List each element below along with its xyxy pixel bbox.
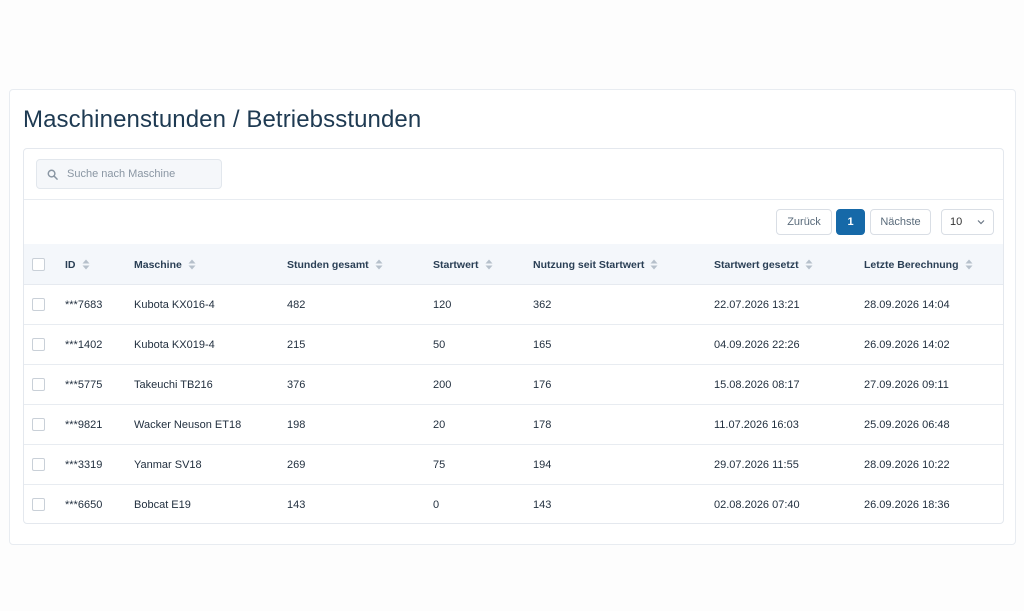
- column-header-label: Maschine: [134, 258, 182, 271]
- cell-hours-total: 482: [287, 299, 306, 311]
- page-size-value: 10: [950, 216, 963, 228]
- cell-last-calc: 26.09.2026 18:36: [864, 499, 950, 511]
- column-header-label: Startwert: [433, 258, 479, 271]
- cell-last-calc: 28.09.2026 10:22: [864, 459, 950, 471]
- cell-start-value: 20: [433, 419, 446, 431]
- column-header-machine[interactable]: Maschine: [134, 244, 196, 285]
- table-header: ID Maschine Stunden gesamt Startwert Nut…: [24, 244, 1003, 285]
- cell-machine: Takeuchi TB216: [134, 379, 213, 391]
- sort-icon: [805, 259, 813, 270]
- cell-hours-total: 143: [287, 499, 306, 511]
- row-checkbox[interactable]: [32, 378, 45, 391]
- sort-icon: [375, 259, 383, 270]
- cell-hours-total: 198: [287, 419, 306, 431]
- column-header-label: Stunden gesamt: [287, 258, 369, 271]
- column-header-label: ID: [65, 258, 76, 271]
- cell-last-calc: 26.09.2026 14:02: [864, 339, 950, 351]
- cell-start-set: 29.07.2026 11:55: [714, 459, 799, 471]
- select-all-checkbox[interactable]: [32, 258, 45, 271]
- sort-icon: [485, 259, 493, 270]
- sort-icon: [965, 259, 973, 270]
- page-1-button[interactable]: 1: [836, 209, 865, 235]
- row-checkbox[interactable]: [32, 298, 45, 311]
- page-card: Maschinenstunden / Betriebsstunden Zurüc…: [9, 89, 1016, 545]
- cell-last-calc: 28.09.2026 14:04: [864, 299, 950, 311]
- cell-hours-total: 269: [287, 459, 306, 471]
- cell-start-set: 11.07.2026 16:03: [714, 419, 799, 431]
- cell-start-set: 22.07.2026 13:21: [714, 299, 800, 311]
- table-card: Zurück 1 Nächste 10 ID Maschine Stunden …: [23, 148, 1004, 524]
- cell-last-calc: 25.09.2026 06:48: [864, 419, 950, 431]
- cell-hours-total: 376: [287, 379, 306, 391]
- cell-id: ***1402: [65, 339, 103, 351]
- sort-icon: [188, 259, 196, 270]
- page-size-select[interactable]: 10: [941, 209, 994, 235]
- column-header-hours-total[interactable]: Stunden gesamt: [287, 244, 383, 285]
- table-row[interactable]: ***6650 Bobcat E19 143 0 143 02.08.2026 …: [24, 485, 1003, 525]
- sort-icon: [650, 259, 658, 270]
- cell-id: ***3319: [65, 459, 103, 471]
- search-input[interactable]: [67, 168, 217, 180]
- cell-start-set: 04.09.2026 22:26: [714, 339, 800, 351]
- cell-start-value: 0: [433, 499, 440, 511]
- cell-usage: 362: [533, 299, 552, 311]
- column-header-id[interactable]: ID: [65, 244, 90, 285]
- cell-usage: 176: [533, 379, 552, 391]
- chevron-down-icon: [977, 216, 985, 228]
- column-header-usage[interactable]: Nutzung seit Startwert: [533, 244, 658, 285]
- search-box[interactable]: [36, 159, 222, 189]
- cell-id: ***5775: [65, 379, 103, 391]
- row-checkbox[interactable]: [32, 338, 45, 351]
- column-header-label: Nutzung seit Startwert: [533, 258, 645, 271]
- cell-usage: 178: [533, 419, 552, 431]
- toolbar-divider: [24, 199, 1003, 200]
- cell-start-set: 15.08.2026 08:17: [714, 379, 800, 391]
- next-page-button[interactable]: Nächste: [870, 209, 931, 235]
- table-row[interactable]: ***3319 Yanmar SV18 269 75 194 29.07.202…: [24, 445, 1003, 485]
- cell-id: ***9821: [65, 419, 103, 431]
- prev-page-button[interactable]: Zurück: [776, 209, 832, 235]
- cell-start-value: 120: [433, 299, 452, 311]
- cell-hours-total: 215: [287, 339, 306, 351]
- column-header-label: Startwert gesetzt: [714, 258, 799, 271]
- column-header-label: Letzte Berechnung: [864, 258, 959, 271]
- search-icon: [37, 169, 67, 180]
- cell-start-value: 50: [433, 339, 446, 351]
- cell-usage: 143: [533, 499, 552, 511]
- cell-usage: 194: [533, 459, 552, 471]
- cell-start-value: 200: [433, 379, 452, 391]
- table-row[interactable]: ***9821 Wacker Neuson ET18 198 20 178 11…: [24, 405, 1003, 445]
- cell-last-calc: 27.09.2026 09:11: [864, 379, 949, 391]
- page-title: Maschinenstunden / Betriebsstunden: [23, 106, 422, 133]
- column-header-start-set[interactable]: Startwert gesetzt: [714, 244, 813, 285]
- table-row[interactable]: ***1402 Kubota KX019-4 215 50 165 04.09.…: [24, 325, 1003, 365]
- row-checkbox[interactable]: [32, 498, 45, 511]
- cell-start-value: 75: [433, 459, 446, 471]
- cell-id: ***7683: [65, 299, 103, 311]
- column-header-start-value[interactable]: Startwert: [433, 244, 493, 285]
- cell-machine: Kubota KX016-4: [134, 299, 215, 311]
- column-header-last-calc[interactable]: Letzte Berechnung: [864, 244, 973, 285]
- cell-usage: 165: [533, 339, 552, 351]
- cell-machine: Bobcat E19: [134, 499, 191, 511]
- cell-start-set: 02.08.2026 07:40: [714, 499, 800, 511]
- cell-machine: Yanmar SV18: [134, 459, 202, 471]
- table-row[interactable]: ***7683 Kubota KX016-4 482 120 362 22.07…: [24, 285, 1003, 325]
- cell-id: ***6650: [65, 499, 103, 511]
- cell-machine: Kubota KX019-4: [134, 339, 215, 351]
- cell-machine: Wacker Neuson ET18: [134, 419, 242, 431]
- sort-icon: [82, 259, 90, 270]
- table-row[interactable]: ***5775 Takeuchi TB216 376 200 176 15.08…: [24, 365, 1003, 405]
- row-checkbox[interactable]: [32, 418, 45, 431]
- row-checkbox[interactable]: [32, 458, 45, 471]
